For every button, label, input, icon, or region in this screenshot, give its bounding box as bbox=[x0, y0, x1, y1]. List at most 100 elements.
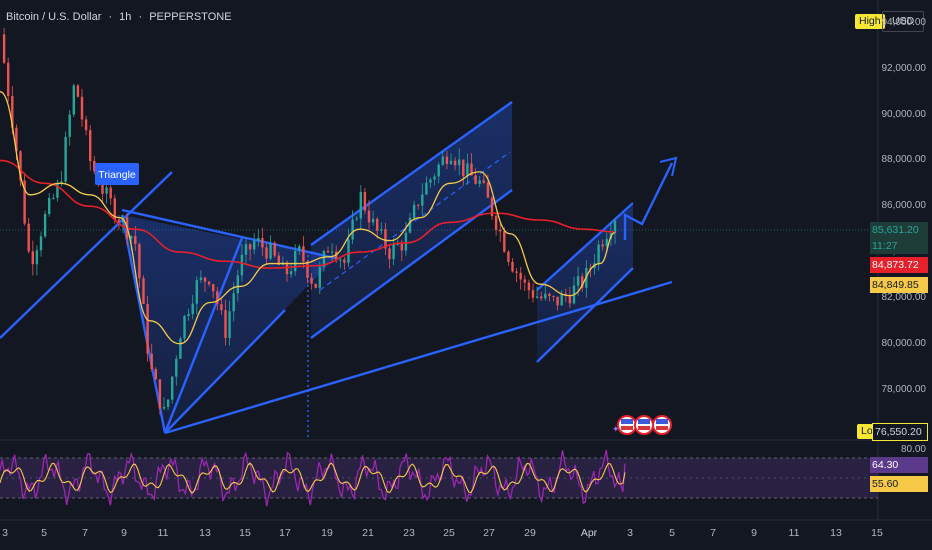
candle-body bbox=[150, 353, 153, 370]
x-tick-label: 15 bbox=[239, 527, 251, 539]
candle-body bbox=[445, 156, 449, 165]
candle-body bbox=[326, 251, 330, 253]
candle-body bbox=[113, 198, 116, 220]
candle-body bbox=[244, 244, 248, 255]
y-tick-label: 90,000.00 bbox=[881, 108, 927, 120]
candle-body bbox=[351, 219, 354, 240]
ma-fast-line bbox=[0, 91, 616, 345]
candle-body bbox=[466, 163, 469, 177]
candle-body bbox=[560, 293, 563, 306]
candle-body bbox=[433, 176, 436, 180]
candle-body bbox=[195, 280, 198, 304]
candle-body bbox=[478, 180, 481, 184]
candle-body bbox=[240, 254, 244, 276]
candle-body bbox=[285, 262, 289, 275]
svg-text:✦: ✦ bbox=[612, 425, 620, 435]
pattern-lines[interactable] bbox=[0, 101, 678, 435]
channel-shade-1 bbox=[311, 102, 512, 338]
candle-body bbox=[273, 242, 276, 256]
candle-body bbox=[232, 293, 235, 312]
x-tick-label: 15 bbox=[871, 527, 883, 539]
candle-body bbox=[421, 194, 424, 206]
candle-body bbox=[499, 229, 502, 232]
interval-label: 1h bbox=[119, 11, 132, 23]
candle-body bbox=[458, 159, 461, 166]
candle-body bbox=[597, 244, 600, 264]
candle-body bbox=[330, 251, 334, 253]
x-tick-label: 11 bbox=[157, 527, 169, 539]
candle-body bbox=[134, 236, 137, 245]
candle-body bbox=[453, 160, 457, 166]
candle-body bbox=[523, 279, 526, 283]
current-price-tag: 85,631.20 bbox=[870, 222, 928, 238]
candle-body bbox=[552, 296, 555, 298]
x-tick-label: 7 bbox=[82, 527, 88, 539]
candle-body bbox=[425, 182, 428, 195]
candle-body bbox=[220, 304, 223, 311]
candle-body bbox=[314, 283, 317, 288]
y-tick-label: 80,000.00 bbox=[881, 337, 927, 349]
currency-button[interactable]: USD bbox=[882, 11, 925, 32]
ma-red-tag: 84,873.72 bbox=[870, 257, 928, 273]
candle-body bbox=[474, 175, 477, 184]
candle-body bbox=[359, 192, 362, 219]
candle-body bbox=[392, 244, 395, 260]
candle-body bbox=[441, 156, 444, 165]
header-sep-2: · bbox=[138, 11, 143, 23]
ma-slow-line bbox=[0, 159, 616, 269]
chart-header[interactable]: Bitcoin / U.S. Dollar · 1h · PEPPERSTONE bbox=[6, 11, 236, 23]
candle-body bbox=[261, 237, 264, 248]
candle-body bbox=[212, 284, 215, 292]
rsi-ma-line bbox=[0, 462, 626, 494]
x-tick-label: 3 bbox=[2, 527, 8, 539]
candle-body bbox=[224, 310, 227, 338]
candle-body bbox=[294, 251, 297, 272]
candle-body bbox=[265, 247, 268, 259]
candle-body bbox=[138, 244, 141, 279]
event-flag-icons[interactable]: ✦ bbox=[612, 415, 672, 435]
candle-body bbox=[117, 219, 121, 222]
rsi-line bbox=[0, 449, 626, 507]
candle-body bbox=[601, 244, 604, 247]
candle-body bbox=[347, 239, 350, 263]
candle-body bbox=[408, 217, 412, 233]
candle-body bbox=[613, 220, 617, 234]
x-tick-label: 19 bbox=[321, 527, 333, 539]
candle-body bbox=[310, 277, 313, 284]
candle-body bbox=[248, 244, 252, 250]
candle-body bbox=[15, 127, 18, 152]
candle-body bbox=[412, 204, 416, 218]
y-tick-label: 94,000.00 bbox=[881, 16, 927, 28]
candle-body bbox=[400, 243, 403, 251]
candle-body bbox=[605, 238, 608, 247]
candle-body bbox=[2, 34, 6, 63]
candle-body bbox=[175, 358, 178, 377]
candle-body bbox=[105, 187, 108, 194]
candle-body bbox=[183, 315, 186, 339]
candle-body bbox=[146, 303, 149, 354]
candle-body bbox=[48, 198, 51, 214]
candle-body bbox=[101, 185, 104, 194]
x-tick-label: 7 bbox=[710, 527, 716, 539]
candle-body bbox=[322, 251, 326, 267]
candle-body bbox=[371, 218, 375, 223]
candle-body bbox=[494, 216, 498, 230]
symbol-name: Bitcoin / U.S. Dollar bbox=[6, 11, 102, 23]
candle-body bbox=[19, 151, 22, 181]
candle-body bbox=[490, 197, 494, 217]
triangle-label[interactable]: Triangle bbox=[95, 163, 139, 185]
candle-body bbox=[367, 210, 371, 223]
x-tick-label: 21 bbox=[362, 527, 374, 539]
candle-body bbox=[11, 96, 14, 128]
candle-body bbox=[171, 376, 174, 400]
x-tick-label: 11 bbox=[788, 527, 800, 539]
candle-body bbox=[335, 251, 338, 260]
exchange-label: PEPPERSTONE bbox=[149, 11, 232, 23]
candle-body bbox=[429, 179, 432, 183]
candle-body bbox=[269, 242, 272, 259]
x-tick-label: 3 bbox=[627, 527, 633, 539]
candle-body bbox=[166, 399, 170, 407]
candle-body bbox=[527, 282, 531, 291]
candle-body bbox=[343, 259, 346, 263]
